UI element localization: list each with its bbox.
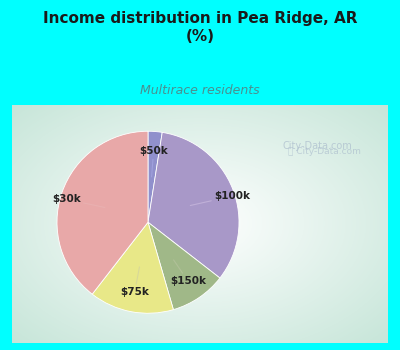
Text: $50k: $50k — [139, 147, 168, 177]
Text: Income distribution in Pea Ridge, AR
(%): Income distribution in Pea Ridge, AR (%) — [43, 10, 357, 44]
Text: ⓘ City-Data.com: ⓘ City-Data.com — [288, 147, 361, 156]
Text: Multirace residents: Multirace residents — [140, 84, 260, 97]
Text: $75k: $75k — [120, 267, 149, 297]
Text: $100k: $100k — [190, 191, 250, 205]
Wedge shape — [148, 131, 162, 222]
Wedge shape — [148, 132, 239, 278]
Wedge shape — [148, 222, 220, 310]
Text: City-Data.com: City-Data.com — [283, 141, 352, 151]
Text: $150k: $150k — [170, 260, 206, 286]
Wedge shape — [57, 131, 148, 294]
Text: $30k: $30k — [52, 194, 105, 208]
Wedge shape — [92, 222, 173, 313]
